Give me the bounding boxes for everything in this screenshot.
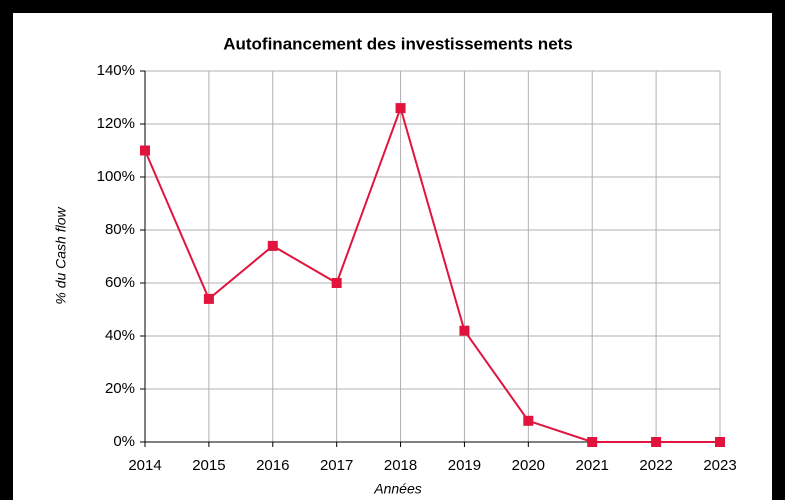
x-tick-label: 2018 xyxy=(384,457,417,474)
x-tick-label: 2023 xyxy=(703,457,736,474)
point xyxy=(459,325,470,336)
point xyxy=(140,145,150,156)
series-line xyxy=(144,104,720,443)
chart-title: Autofinancement des investissements nets xyxy=(223,34,573,53)
x-tick-label: 2017 xyxy=(320,457,353,474)
x-tick-label: 2016 xyxy=(256,457,289,474)
point xyxy=(331,278,342,288)
point xyxy=(395,103,406,114)
x-tick-label: 2015 xyxy=(192,457,225,474)
frame-right xyxy=(772,0,785,500)
point xyxy=(587,437,598,447)
y-tick-label: 140% xyxy=(97,62,135,79)
point xyxy=(267,240,278,251)
point xyxy=(651,437,662,447)
y-axis-label: % du Cash flow xyxy=(53,206,69,304)
x-tick-label: 2022 xyxy=(639,457,672,474)
y-tick-label: 20% xyxy=(105,380,135,397)
y-tick-label: 100% xyxy=(97,168,135,185)
y-tick-label: 40% xyxy=(105,327,135,344)
y-tick-label: 60% xyxy=(105,274,135,291)
x-tick-label: 2020 xyxy=(512,457,545,474)
x-axis-label: Années xyxy=(373,481,421,497)
x-tick-label: 2021 xyxy=(576,457,609,474)
y-tick-label: 0% xyxy=(113,433,135,450)
x-tick-label: 2014 xyxy=(128,457,161,474)
point xyxy=(203,293,214,304)
y-tick-label: 120% xyxy=(97,115,135,132)
frame-top xyxy=(0,0,785,13)
frame-left xyxy=(0,0,13,500)
point xyxy=(715,437,725,447)
y-tick-label: 80% xyxy=(105,221,135,238)
point xyxy=(523,415,534,426)
x-tick-label: 2019 xyxy=(448,457,481,474)
